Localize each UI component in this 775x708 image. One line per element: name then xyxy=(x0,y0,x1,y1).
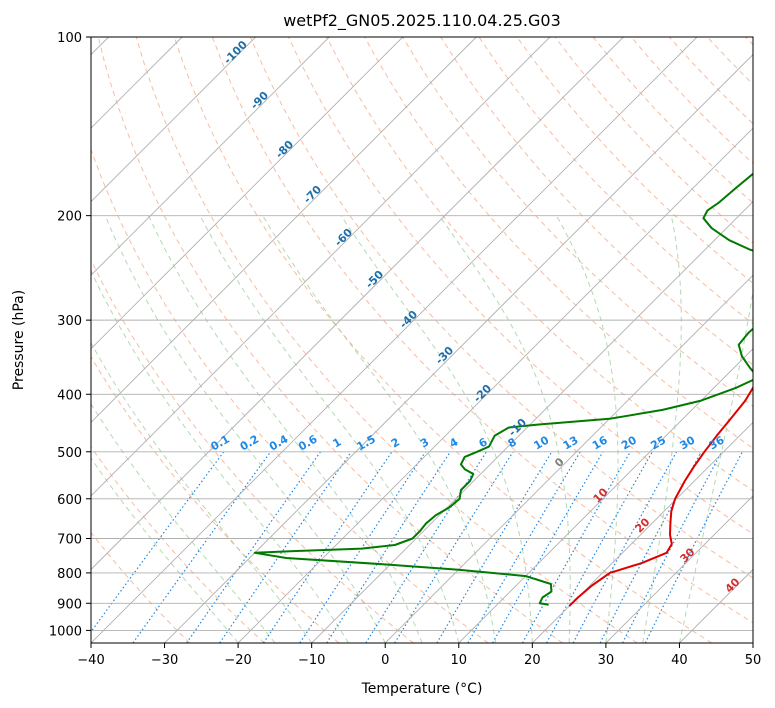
skewed-isotherms xyxy=(91,37,753,643)
isotherm-line xyxy=(237,127,753,643)
moist-adiabat-line xyxy=(91,269,349,643)
chart-title: wetPf2_GN05.2025.110.04.25.G03 xyxy=(283,11,561,31)
moist-adiabat-line xyxy=(340,215,533,643)
mixing-ratio-line xyxy=(219,451,352,643)
mixing-ratio-line xyxy=(299,451,426,643)
isotherm-line xyxy=(384,274,753,643)
x-tick-label: 20 xyxy=(524,653,541,668)
moist-adiabat-line xyxy=(678,288,753,643)
dry-adiabats xyxy=(91,37,753,643)
temperature-profile-line xyxy=(568,385,753,607)
moist-adiabat-line xyxy=(199,215,460,643)
plot-area: 0.1 0.2 0.4 0.6 1 1.5 2 3 4 6 8 10 13 16 20 25 30 36-100-… xyxy=(91,37,753,643)
x-tick-label: 0 xyxy=(381,653,389,668)
dry-adiabat-line xyxy=(91,148,489,643)
dry-adiabat-line xyxy=(91,531,191,643)
dry-adiabat-line xyxy=(288,37,753,535)
y-tick-label: 600 xyxy=(57,493,82,508)
moist-adiabat-line xyxy=(262,215,497,643)
mixing-ratio-line xyxy=(132,451,272,643)
y-tick-label: 200 xyxy=(57,210,82,225)
isotherm-line xyxy=(605,495,753,643)
x-tick-label: −40 xyxy=(77,653,104,668)
mixing-ratio-line xyxy=(546,451,653,643)
isotherm-line xyxy=(91,37,624,571)
y-tick-label: 400 xyxy=(57,388,82,403)
mixing-ratio-line xyxy=(91,451,225,633)
isotherm-line xyxy=(164,53,753,643)
y-tick-label: 900 xyxy=(57,597,82,612)
x-tick-label: −30 xyxy=(151,653,178,668)
isotherm-line xyxy=(311,201,753,643)
y-axis-ticks: 100 200 300 400 500 600 700 800 900 1000 xyxy=(49,31,91,639)
isotherm-line xyxy=(91,37,698,643)
dry-adiabat-line xyxy=(440,37,753,366)
isobar-grid xyxy=(91,37,753,631)
x-tick-label: 50 xyxy=(745,653,762,668)
dry-adiabat-line xyxy=(402,37,753,407)
dry-adiabat-line xyxy=(97,37,563,643)
y-tick-label: 100 xyxy=(57,31,82,46)
profile-lines xyxy=(253,172,753,607)
moist-adiabat-line xyxy=(91,457,239,643)
y-tick-label: 1000 xyxy=(49,624,82,639)
mixing-ratio-line xyxy=(186,451,321,643)
x-axis-title: Temperature (°C) xyxy=(361,681,483,697)
plot-frame xyxy=(90,36,754,644)
moist-adiabat-line xyxy=(555,215,619,643)
x-tick-label: 10 xyxy=(451,653,468,668)
x-tick-label: 30 xyxy=(598,653,615,668)
mixing-ratio-line xyxy=(365,451,487,643)
isotherm-line xyxy=(458,348,753,643)
x-axis-ticks: −40 −30 −20 −10 0 10 20 30 40 50 xyxy=(77,643,761,668)
y-tick-label: 800 xyxy=(57,567,82,582)
mixing-ratio-line xyxy=(436,451,553,643)
mixing-ratio-line xyxy=(572,451,678,643)
dry-adiabat-line xyxy=(249,37,753,579)
isotherm-line xyxy=(91,37,330,276)
plot-background xyxy=(91,37,753,643)
y-tick-label: 500 xyxy=(57,446,82,461)
mixing-ratio-line xyxy=(262,451,393,643)
isotherm-line xyxy=(91,37,551,497)
isotherm-line xyxy=(91,37,256,203)
dewpoint-profile-line xyxy=(253,172,753,606)
isotherm-line xyxy=(91,37,477,423)
x-tick-label: −20 xyxy=(224,653,251,668)
moist-adiabat-line xyxy=(91,341,313,643)
dry-adiabat-line xyxy=(91,445,265,643)
isotherm-line xyxy=(91,37,404,350)
dry-adiabat-line xyxy=(91,355,340,643)
y-axis-title: Pressure (hPa) xyxy=(11,290,27,390)
dry-adiabat-line xyxy=(173,37,713,643)
moist-adiabat-line xyxy=(642,215,682,643)
dry-adiabat-line xyxy=(211,37,753,624)
mixing-ratio-line xyxy=(599,451,702,643)
dry-adiabat-line xyxy=(516,37,753,284)
y-tick-label: 300 xyxy=(57,314,82,329)
x-tick-label: −10 xyxy=(298,653,325,668)
y-tick-label: 700 xyxy=(57,533,82,548)
mixing-ratio-line xyxy=(521,451,631,643)
isotherm-line xyxy=(532,421,753,643)
moist-adiabat-line xyxy=(148,215,423,643)
x-tick-label: 40 xyxy=(671,653,688,668)
dry-adiabat-line xyxy=(135,37,638,643)
